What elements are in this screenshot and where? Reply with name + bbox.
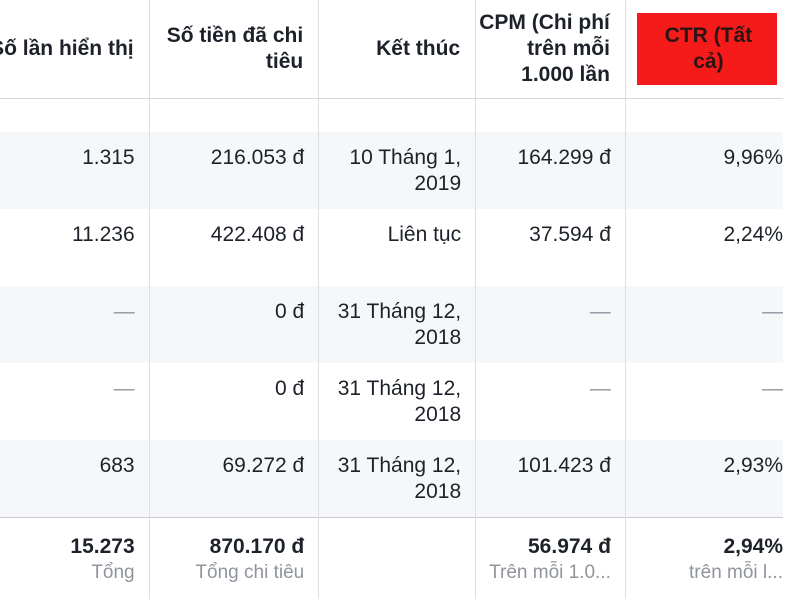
column-header-cpm[interactable]: CPM (Chi phí trên mỗi 1.000 lần [475, 0, 626, 99]
total-label: Tổng [91, 561, 135, 583]
cpm-total-cell: 56.974 đ Trên mỗi 1.0... [475, 516, 626, 599]
ctr-cell: — [625, 286, 783, 363]
column-header-label: Số tiền đã chi tiêu [166, 24, 304, 73]
total-value: 56.974 đ [528, 534, 611, 558]
total-label: trên mỗi l... [689, 561, 783, 583]
cpm-cell: 37.594 đ [475, 209, 626, 286]
ctr-cell: 2,24% [625, 209, 783, 286]
impressions-cell: — [0, 286, 150, 363]
impressions-cell: 11.236 [0, 209, 150, 286]
cpm-cell: — [475, 363, 626, 440]
ads-metrics-table: Số lần hiển thị Số tiền đã chi tiêu Kết … [0, 0, 783, 599]
table-row[interactable]: 683 69.272 đ 31 Tháng 12, 2018 101.423 đ… [0, 440, 783, 517]
end-date-total-cell [318, 516, 477, 599]
column-header-label: Kết thúc [376, 37, 461, 60]
column-header-label: Số lần hiển thị [0, 37, 134, 60]
amount-spent-cell: 69.272 đ [149, 440, 320, 517]
column-header-label: CPM (Chi phí trên mỗi 1.000 lần [479, 11, 610, 86]
amount-spent-cell: 422.408 đ [149, 209, 320, 286]
ctr-cell: 2,93% [625, 440, 783, 517]
total-value: 15.273 [70, 534, 135, 558]
end-date-cell: 31 Tháng 12, 2018 [318, 363, 477, 440]
total-value: 870.170 đ [209, 534, 305, 558]
table-row[interactable]: — 0 đ 31 Tháng 12, 2018 — — [0, 286, 783, 363]
impressions-cell: — [0, 363, 150, 440]
table-header-row: Số lần hiển thị Số tiền đã chi tiêu Kết … [0, 0, 783, 99]
amount-spent-cell: 0 đ [149, 286, 320, 363]
end-date-cell: 31 Tháng 12, 2018 [318, 440, 477, 517]
column-header-ctr[interactable]: CTR (Tất cả) [625, 0, 783, 99]
table-row[interactable]: — 0 đ 31 Tháng 12, 2018 — — [0, 363, 783, 440]
ctr-header-highlight: CTR (Tất cả) [636, 13, 777, 85]
cpm-cell: — [475, 286, 626, 363]
impressions-cell: 1.315 [0, 132, 150, 209]
column-header-amount-spent[interactable]: Số tiền đã chi tiêu [149, 0, 320, 99]
table-row[interactable]: 11.236 422.408 đ Liên tục 37.594 đ 2,24% [0, 209, 783, 286]
column-header-impressions[interactable]: Số lần hiển thị [0, 0, 150, 99]
cpm-cell: 101.423 đ [475, 440, 626, 517]
table-spacer-row [0, 98, 783, 132]
totals-row: 15.273 Tổng 870.170 đ Tổng chi tiêu 56.9… [0, 516, 783, 599]
column-header-label: CTR (Tất cả) [664, 24, 753, 73]
amount-spent-cell: 216.053 đ [149, 132, 320, 209]
table-row[interactable]: 1.315 216.053 đ 10 Tháng 1, 2019 164.299… [0, 132, 783, 209]
impressions-total-cell: 15.273 Tổng [0, 516, 150, 599]
ctr-cell: 9,96% [625, 132, 783, 209]
total-value: 2,94% [723, 534, 783, 558]
amount-spent-total-cell: 870.170 đ Tổng chi tiêu [149, 516, 320, 599]
cpm-cell: 164.299 đ [475, 132, 626, 209]
end-date-cell: 10 Tháng 1, 2019 [318, 132, 477, 209]
column-header-end-date[interactable]: Kết thúc [318, 0, 477, 99]
ctr-total-cell: 2,94% trên mỗi l... [625, 516, 783, 599]
amount-spent-cell: 0 đ [149, 363, 320, 440]
end-date-cell: 31 Tháng 12, 2018 [318, 286, 477, 363]
impressions-cell: 683 [0, 440, 150, 517]
end-date-cell: Liên tục [318, 209, 477, 286]
ctr-cell: — [625, 363, 783, 440]
total-label: Trên mỗi 1.0... [489, 561, 611, 583]
total-label: Tổng chi tiêu [195, 561, 305, 583]
